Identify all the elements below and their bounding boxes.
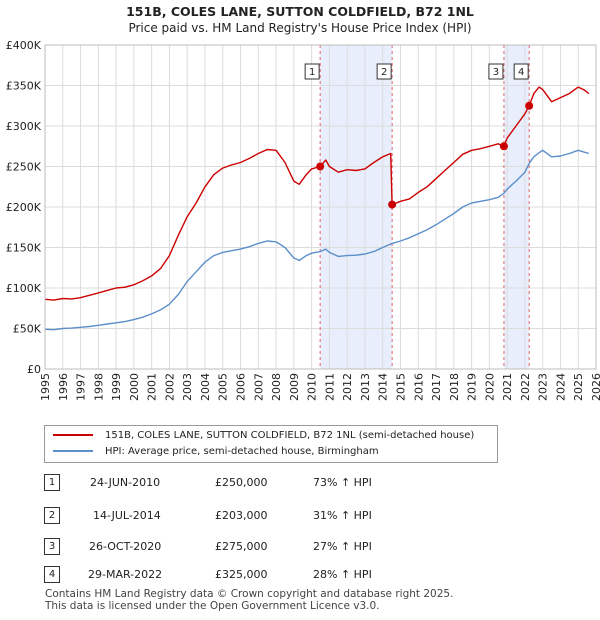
- sale-label-number: 3: [493, 67, 499, 78]
- sale-date: 26-OCT-2020: [89, 540, 162, 553]
- sale-label-box: [376, 63, 392, 80]
- sale-number-badge: 2: [44, 507, 60, 524]
- sale-point: [388, 200, 397, 209]
- legend-label-hpi: HPI: Average price, semi-detached house,…: [105, 446, 379, 457]
- sale-number-badge: 1: [44, 474, 60, 491]
- sale-label-box: [488, 63, 504, 80]
- x-tick-label: 2022: [519, 373, 532, 401]
- y-tick-label: £200K: [6, 201, 42, 214]
- x-tick-label: 2020: [483, 373, 496, 401]
- x-tick-label: 2018: [448, 373, 461, 401]
- sale-label-box: [513, 63, 529, 80]
- x-tick-label: 2026: [590, 373, 600, 401]
- sale-price: £203,000: [215, 509, 268, 522]
- sale-number-badge: 3: [44, 538, 60, 555]
- y-tick-label: £350K: [6, 80, 42, 93]
- legend-label-property: 151B, COLES LANE, SUTTON COLDFIELD, B72 …: [105, 430, 475, 441]
- x-tick-label: 1999: [110, 373, 123, 401]
- sale-price: £275,000: [215, 540, 268, 553]
- legend-item-property: 151B, COLES LANE, SUTTON COLDFIELD, B72 …: [53, 429, 474, 443]
- y-tick-label: £400K: [6, 39, 42, 52]
- x-tick-label: 2002: [163, 373, 176, 401]
- y-tick-label: £100K: [6, 282, 42, 295]
- legend-item-hpi: HPI: Average price, semi-detached house,…: [53, 445, 379, 459]
- sale-point: [316, 162, 325, 171]
- sale-date: 14-JUL-2014: [93, 509, 161, 522]
- x-tick-label: 2025: [572, 373, 585, 401]
- sale-label-number: 4: [518, 67, 524, 78]
- footer-line-2: This data is licensed under the Open Gov…: [45, 600, 380, 612]
- x-tick-label: 2012: [341, 373, 354, 401]
- plot-border: [44, 44, 597, 370]
- x-tick-label: 2013: [359, 373, 372, 401]
- chart-legend: 151B, COLES LANE, SUTTON COLDFIELD, B72 …: [44, 425, 498, 463]
- x-tick-label: 2015: [394, 373, 407, 401]
- y-tick-label: £150K: [6, 242, 42, 255]
- x-tick-label: 2009: [288, 373, 301, 401]
- sale-point: [499, 142, 508, 151]
- x-tick-label: 1998: [92, 373, 105, 401]
- sale-hpi-change: 28% ↑ HPI: [313, 568, 372, 581]
- x-tick-label: 2024: [554, 373, 567, 401]
- sale-number-badge: 4: [44, 566, 60, 583]
- x-tick-label: 2005: [217, 373, 230, 401]
- sale-label-box: [304, 63, 320, 80]
- x-tick-label: 2019: [466, 373, 479, 401]
- x-tick-label: 2007: [252, 373, 265, 401]
- x-tick-label: 2000: [128, 373, 141, 401]
- sale-date: 29-MAR-2022: [88, 568, 163, 581]
- sale-price: £250,000: [215, 476, 268, 489]
- y-tick-label: £250K: [6, 161, 42, 174]
- x-tick-label: 1997: [75, 373, 88, 401]
- x-tick-label: 2008: [270, 373, 283, 401]
- legend-line-hpi: [53, 450, 93, 452]
- x-tick-label: 2010: [306, 373, 319, 401]
- y-tick-label: £300K: [6, 120, 42, 133]
- y-tick-label: £0: [27, 363, 41, 376]
- price-chart: 151B, COLES LANE, SUTTON COLDFIELD, B72 …: [6, 4, 600, 401]
- y-tick-label: £50K: [13, 323, 42, 336]
- x-tick-label: 2006: [235, 373, 248, 401]
- series-line: [44, 149, 590, 331]
- legend-line-property: [53, 434, 93, 436]
- sale-date: 24-JUN-2010: [90, 476, 161, 489]
- series-line: [44, 86, 590, 301]
- x-tick-label: 2004: [199, 373, 212, 401]
- x-tick-label: 2017: [430, 373, 443, 401]
- sale-hpi-change: 27% ↑ HPI: [313, 540, 372, 553]
- sale-point: [525, 101, 534, 110]
- x-tick-label: 1995: [39, 373, 52, 401]
- sale-label-number: 1: [309, 67, 315, 78]
- x-tick-label: 2001: [146, 373, 159, 401]
- footer-attribution: Contains HM Land Registry data © Crown c…: [45, 588, 453, 612]
- sale-hpi-change: 31% ↑ HPI: [313, 509, 372, 522]
- x-tick-label: 2021: [501, 373, 514, 401]
- x-tick-label: 2023: [537, 373, 550, 401]
- x-tick-label: 2011: [323, 373, 336, 401]
- sale-hpi-change: 73% ↑ HPI: [313, 476, 372, 489]
- chart-title: 151B, COLES LANE, SUTTON COLDFIELD, B72 …: [126, 4, 474, 19]
- footer-line-1: Contains HM Land Registry data © Crown c…: [45, 588, 454, 600]
- chart-subtitle: Price paid vs. HM Land Registry's House …: [128, 21, 471, 35]
- sale-label-number: 2: [381, 67, 387, 78]
- x-tick-label: 2014: [377, 373, 390, 401]
- x-tick-label: 2003: [181, 373, 194, 401]
- sale-price: £325,000: [215, 568, 268, 581]
- x-tick-label: 1996: [57, 373, 70, 401]
- x-tick-label: 2016: [412, 373, 425, 401]
